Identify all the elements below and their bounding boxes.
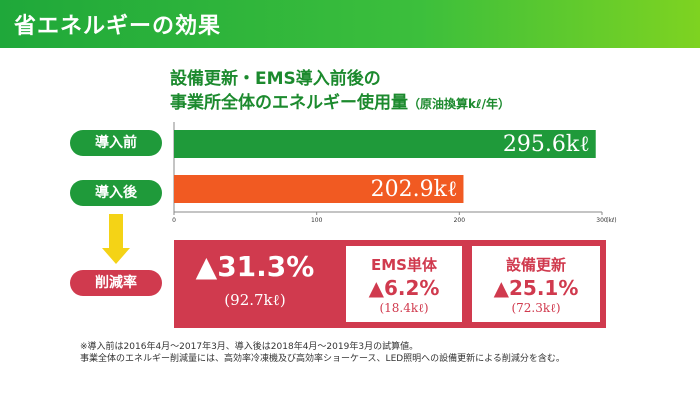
bar-1 — [174, 175, 464, 203]
down-arrow-shaft — [109, 214, 123, 250]
ems-box: EMS単体 ▲6.2% (18.4kℓ) — [346, 246, 462, 322]
x-tick-label-1: 100 — [311, 217, 323, 224]
chart-title-main: 事業所全体のエネルギー使用量 — [170, 93, 408, 113]
page-title: 省エネルギーの効果 — [14, 14, 222, 39]
ems-amount: (18.4kℓ) — [379, 301, 429, 315]
ems-pct: ▲6.2% — [368, 276, 440, 300]
bar-0 — [174, 130, 596, 158]
label-before: 導入前 — [70, 130, 162, 156]
equipment-pct: ▲25.1% — [493, 276, 579, 300]
header-bar — [0, 0, 700, 48]
x-tick-label-2: 200 — [454, 217, 466, 224]
equipment-box: 設備更新 ▲25.1% (72.3kℓ) — [472, 246, 600, 322]
label-reduction: 削減率 — [70, 270, 162, 296]
footnote-1: ※導入前は2016年4月～2017年3月、導入後は2018年4月～2019年3月… — [80, 342, 419, 352]
bar-value-label-0: 295.6kℓ — [503, 132, 590, 157]
total-reduction-amount: (92.7kℓ) — [224, 291, 286, 309]
down-arrow-icon — [102, 248, 130, 264]
bar-value-label-1: 202.9kℓ — [371, 177, 458, 202]
x-tick-label-3: 300 — [596, 217, 608, 224]
bar-chart: 295.6kℓ 202.9kℓ 0 100 200 300(kℓ) — [172, 122, 617, 224]
x-tick-label-0: 0 — [172, 217, 176, 224]
chart-title-line2: 事業所全体のエネルギー使用量（原油換算kℓ/年） — [170, 88, 510, 113]
chart-title-unit: （原油換算kℓ/年） — [408, 97, 511, 111]
x-axis-unit: (kℓ) — [606, 217, 617, 224]
footnote-2: 事業全体のエネルギー削減量には、高効率冷凍機及び高効率ショーケース、LED照明へ… — [80, 354, 565, 364]
equipment-amount: (72.3kℓ) — [511, 301, 561, 315]
label-after: 導入後 — [70, 180, 162, 206]
equipment-title: 設備更新 — [505, 256, 566, 274]
ems-title: EMS単体 — [371, 256, 437, 274]
chart-title-line1: 設備更新・EMS導入前後の — [170, 69, 381, 89]
total-reduction-pct: ▲31.3% — [195, 250, 315, 283]
